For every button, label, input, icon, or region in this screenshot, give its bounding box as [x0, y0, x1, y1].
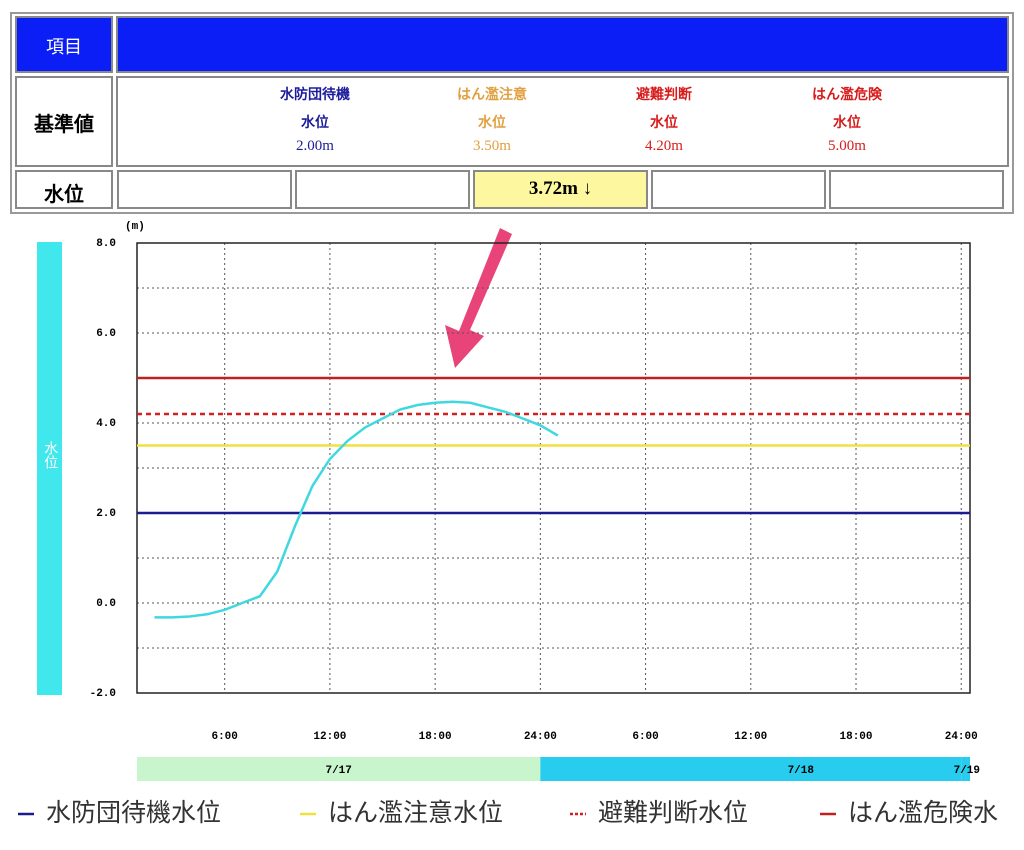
- header-text: 項目: [46, 37, 82, 57]
- header-bar: [116, 16, 1009, 73]
- current-cell: [295, 170, 470, 209]
- y-axis-label: 水位: [42, 441, 58, 469]
- level-name: 避難判断: [636, 88, 692, 103]
- levels-cell: 水防団待機水位 2.00m はん濫注意水位 3.50m 避難判断水位 4.20m はん濫危険…: [116, 76, 1009, 167]
- date-band: [961, 757, 970, 781]
- legend-label: はん濫注意水位: [328, 798, 503, 827]
- x-tick-label: 6:00: [632, 731, 658, 743]
- current-cell: [829, 170, 1004, 209]
- x-tick-label: 18:00: [419, 731, 452, 743]
- level-value: 3.50m: [473, 138, 511, 154]
- water-level-line: [154, 400, 559, 619]
- y-tick-label: 6.0: [96, 328, 116, 340]
- x-tick-label: 12:00: [313, 731, 346, 743]
- x-tick-label: 12:00: [734, 731, 767, 743]
- current-cell: 3.72m ↓: [473, 170, 648, 209]
- pointer-arrow: [445, 228, 512, 368]
- row-label: 基準値: [34, 114, 94, 136]
- date-label: 7/18: [788, 765, 815, 777]
- level-value: 5.00m: [828, 138, 866, 154]
- x-tick-label: 18:00: [840, 731, 873, 743]
- date-band: [540, 757, 962, 781]
- x-tick-label: 24:00: [524, 731, 557, 743]
- header-cell: 項目: [15, 16, 113, 73]
- date-label: 7/17: [325, 765, 351, 777]
- legend-label: 避難判断水位: [598, 798, 748, 827]
- current-cell: [117, 170, 292, 209]
- level-sub: 水位: [301, 116, 329, 131]
- date-label: 7/19: [954, 765, 980, 777]
- legend-label: はん濫危険水: [848, 798, 998, 827]
- level-name: 水防団待機: [280, 88, 350, 103]
- level-value: 4.20m: [645, 138, 683, 154]
- current-cell: [651, 170, 826, 209]
- level-name: はん濫注意: [457, 88, 527, 103]
- y-tick-label: 2.0: [96, 508, 116, 520]
- row-label-cell: 基準値: [15, 76, 113, 167]
- y-tick-label: 0.0: [96, 598, 116, 610]
- current-label: 水位: [44, 184, 84, 206]
- y-tick-label: 8.0: [96, 238, 116, 250]
- level-sub: 水位: [478, 116, 506, 131]
- y-unit: (m): [125, 221, 145, 233]
- level-value: 2.00m: [296, 138, 334, 154]
- date-band: [137, 757, 541, 781]
- legend-label: 水防団待機水位: [46, 798, 221, 827]
- current-label-cell: 水位: [15, 170, 113, 209]
- y-label-bar: [37, 242, 62, 695]
- x-tick-label: 6:00: [211, 731, 237, 743]
- level-name: はん濫危険: [812, 88, 882, 103]
- level-sub: 水位: [833, 116, 861, 131]
- level-sub: 水位: [650, 116, 678, 131]
- plot-frame: [136, 242, 971, 694]
- y-tick-label: -2.0: [90, 688, 116, 700]
- x-tick-label: 24:00: [945, 731, 978, 743]
- y-tick-label: 4.0: [96, 418, 116, 430]
- current-value: 3.72m ↓: [528, 178, 593, 199]
